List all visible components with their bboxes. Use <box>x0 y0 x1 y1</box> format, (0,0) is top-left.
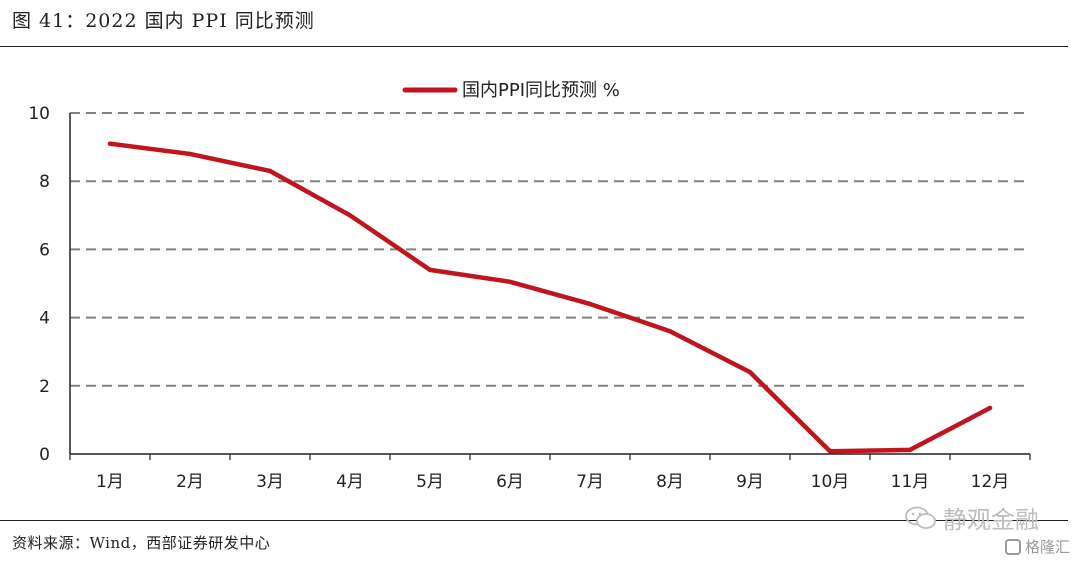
brand-logo: 格隆汇 <box>1005 536 1070 557</box>
x-tick-label: 1月 <box>96 472 124 492</box>
logo-icon <box>1005 538 1021 555</box>
data-point <box>187 151 193 157</box>
x-tick-label: 12月 <box>971 472 1010 492</box>
top-rule <box>0 46 1068 47</box>
y-tick-label: 4 <box>39 309 50 329</box>
x-axis: 1月 2月 3月 4月 5月 6月 7月 8月 9月 10月 11月 12月 <box>69 113 1031 492</box>
data-point <box>107 141 113 146</box>
x-tick-label: 4月 <box>336 472 364 492</box>
data-point <box>267 168 273 174</box>
y-tick-label: 2 <box>39 377 50 397</box>
legend: 国内PPI同比预测 % <box>402 80 620 101</box>
bottom-rule <box>0 520 1068 521</box>
series-line <box>107 141 993 454</box>
data-point <box>827 449 833 454</box>
y-axis-ticks: 0 2 4 6 8 10 <box>28 104 50 465</box>
watermark-text: 静观金融 <box>943 506 1039 534</box>
y-tick-label: 0 <box>39 445 50 465</box>
series-line-group <box>107 141 993 454</box>
x-tick-label: 7月 <box>576 472 604 492</box>
gridlines <box>70 112 1030 387</box>
x-tick-label: 9月 <box>736 472 764 492</box>
x-tick-label: 11月 <box>891 472 930 492</box>
y-tick-label: 6 <box>39 240 50 260</box>
figure-title: 图 41：2022 国内 PPI 同比预测 <box>12 10 315 32</box>
data-point <box>507 279 513 284</box>
data-point <box>907 447 913 453</box>
data-point <box>987 405 993 411</box>
data-point <box>347 213 353 218</box>
watermark: 静观金融 <box>905 500 1039 535</box>
logo-text: 格隆汇 <box>1025 538 1071 556</box>
x-tick-label: 2月 <box>176 472 204 492</box>
legend-label: 国内PPI同比预测 % <box>462 80 620 101</box>
data-point <box>427 267 433 273</box>
x-tick-label: 10月 <box>811 472 850 492</box>
x-tick-label: 6月 <box>496 472 524 492</box>
y-tick-label: 10 <box>28 104 50 124</box>
line-chart: 国内PPI同比预测 % 0 2 4 6 8 10 1月 2月 3月 4月 5月 6月 7月 8月 9月 10… <box>28 80 1031 492</box>
source-note: 资料来源：Wind，西部证券研发中心 <box>12 534 271 552</box>
data-point <box>667 329 673 334</box>
y-tick-label: 8 <box>39 172 50 192</box>
x-tick-label: 5月 <box>416 472 444 492</box>
data-point <box>587 301 593 307</box>
data-point <box>747 369 753 375</box>
wechat-icon <box>905 506 936 529</box>
x-tick-label: 8月 <box>656 472 684 492</box>
x-tick-label: 3月 <box>256 472 284 492</box>
